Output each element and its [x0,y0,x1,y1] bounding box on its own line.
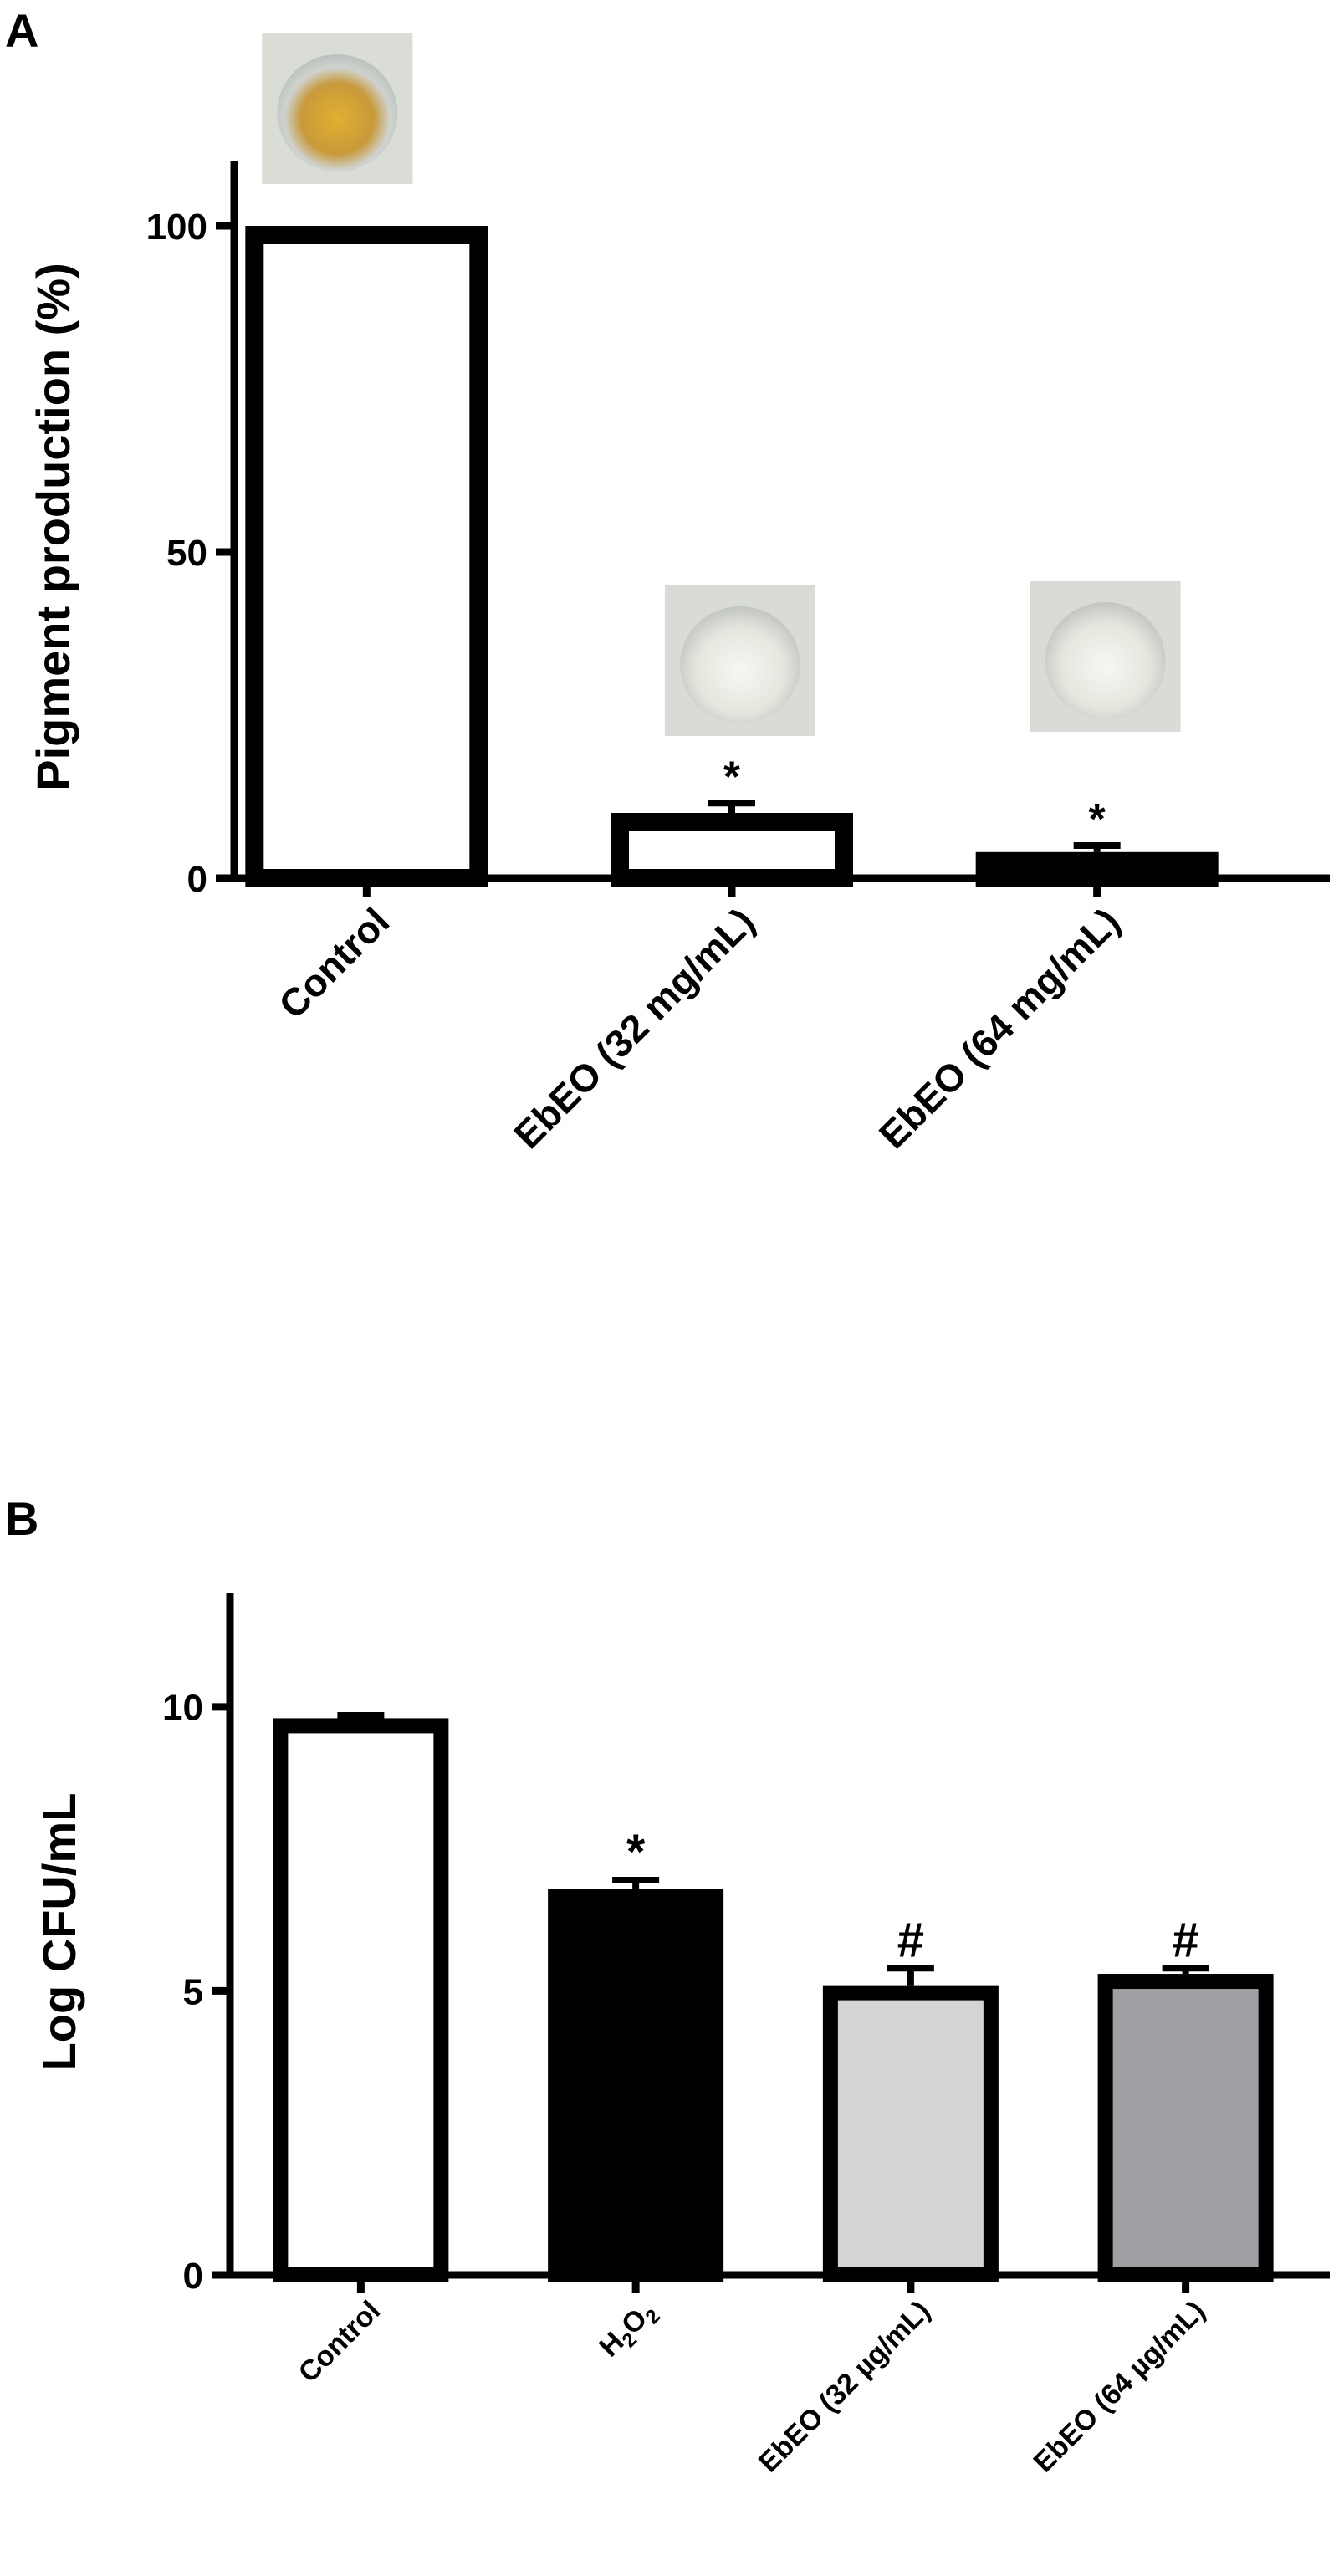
significance-mark: # [1172,1913,1198,1967]
panel-label: B [5,1492,38,1545]
y-axis-label: Pigment production (%) [27,263,79,791]
bar [245,226,488,887]
panel-label: A [5,4,38,57]
panel-b: B Log CFU/mL 0 5 10 Control * H2O2 # EbEO (32 µg/… [5,1492,1330,2479]
white-well [1030,581,1181,732]
x-tick-label: Control [270,899,397,1026]
x-tick-label: Control [293,2295,386,2389]
bar [1097,1974,1274,2283]
significance-mark: * [1089,795,1106,844]
x-tick-label: EbEO (64 µg/mL) [1028,2295,1212,2479]
x-tick-label: EbEO (32 µg/mL) [753,2295,937,2479]
y-tick-label: 100 [146,207,207,248]
x-tick-label: EbEO (32 mg/mL) [505,899,763,1157]
bar [822,1985,999,2282]
yellow-pigmented-well [262,33,413,184]
y-tick-label: 50 [166,533,207,574]
y-tick-label: 0 [183,2256,203,2297]
x-tick-label: EbEO (64 mg/mL) [871,899,1128,1157]
y-axis-label: Log CFU/mL [33,1793,85,2072]
bar [975,851,1219,888]
bar [548,1889,724,2283]
y-tick-label: 10 [162,1688,203,1729]
y-tick-label: 5 [183,1971,203,2012]
significance-mark: # [897,1913,924,1967]
well-contents [680,606,800,723]
well-contents [1045,602,1166,719]
x-tick-label: H2O2 [593,2295,665,2367]
panel-a: A Pigment production (%) 0 50 100 Control * EbE… [5,4,1330,1157]
significance-mark: * [723,753,741,801]
y-tick-label: 0 [187,859,207,900]
white-well [665,585,815,736]
bar [611,813,853,887]
significance-mark: * [626,1825,646,1879]
bar [273,1718,449,2283]
well-contents [277,54,398,171]
